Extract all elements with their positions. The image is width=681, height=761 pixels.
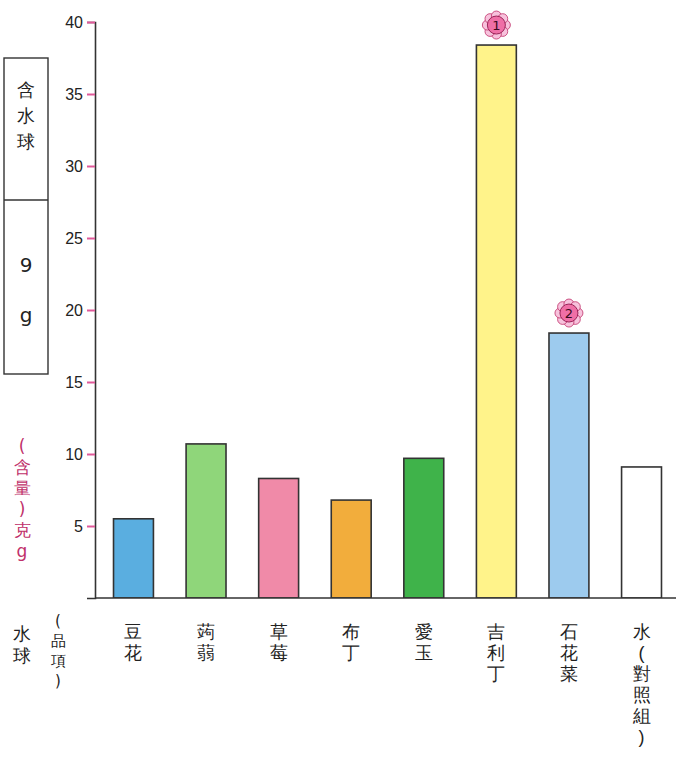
y-tick-label: 15	[65, 374, 83, 391]
chart: 5 10 15 20 25 30 35 40 豆花 蒟蒻 草莓 布丁 愛玉 吉利丁 石花菜 水(對照組) (含量…	[0, 0, 681, 761]
x-tick-label: 吉利丁	[487, 622, 505, 684]
x-tick: 石花菜	[560, 598, 578, 684]
y-tick: 35	[65, 86, 95, 103]
bar	[259, 478, 299, 598]
y-tick-label: 20	[65, 302, 83, 319]
y-tick-mark	[87, 94, 95, 96]
badge: 2	[555, 299, 583, 327]
y-tick: 40	[65, 14, 95, 31]
y-tick-mark	[87, 22, 95, 24]
y-tick-label: 40	[65, 14, 83, 31]
bar	[622, 467, 662, 598]
y-tick-mark	[87, 382, 95, 384]
bars	[114, 45, 662, 598]
note-divider	[4, 199, 48, 200]
x-tick-label: 蒟蒻	[197, 622, 215, 663]
x-tick-label: 石花菜	[560, 622, 578, 684]
x-tick: 布丁	[342, 598, 360, 663]
y-tick-mark	[87, 166, 95, 168]
x-tick-label: 布丁	[342, 622, 360, 663]
y-tick-mark	[87, 526, 95, 528]
x-tick: 吉利丁	[487, 598, 505, 684]
x-axis-title: 水球	[13, 623, 31, 666]
badge-center	[487, 16, 505, 34]
y-tick: 10	[65, 446, 95, 463]
x-tick-label: 水(對照組)	[632, 622, 651, 747]
y-tick: 25	[65, 230, 95, 247]
x-tick-label: 草莓	[270, 622, 288, 663]
note-text: 含水球	[17, 79, 35, 152]
bar	[476, 45, 516, 598]
badges: 12	[482, 11, 583, 327]
y-axis: 5 10 15 20 25 30 35 40	[65, 14, 95, 599]
y-tick-label: 35	[65, 86, 83, 103]
y-tick-label: 25	[65, 230, 83, 247]
note-text: 9g	[20, 253, 33, 327]
y-tick-mark	[87, 454, 95, 456]
x-tick: 蒟蒻	[197, 598, 215, 663]
y-tick: 30	[65, 158, 95, 175]
y-axis-title: (含量)克g	[14, 436, 31, 561]
y-tick-label: 10	[65, 446, 83, 463]
bar	[114, 519, 154, 598]
bar	[331, 500, 371, 598]
x-tick: 水(對照組)	[632, 598, 651, 747]
y-tick: 15	[65, 374, 95, 391]
x-tick: 草莓	[270, 598, 288, 663]
y-tick-label: 5	[74, 518, 83, 535]
bar	[186, 444, 226, 598]
x-axis-title: (品項)	[50, 612, 66, 690]
y-tick-label: 30	[65, 158, 83, 175]
x-axis: 豆花 蒟蒻 草莓 布丁 愛玉 吉利丁 石花菜 水(對照組)	[95, 598, 676, 747]
bar	[404, 458, 444, 598]
y-tick-mark	[87, 310, 95, 312]
bar	[549, 333, 589, 598]
badge-label: 1	[492, 18, 500, 33]
note-box	[4, 58, 48, 374]
y-tick-mark	[87, 238, 95, 240]
x-axis-line	[95, 597, 676, 599]
x-tick-label: 愛玉	[415, 622, 433, 663]
y-axis-line	[87, 23, 96, 599]
x-tick: 豆花	[124, 598, 142, 663]
badge: 1	[482, 11, 510, 39]
badge-center	[560, 304, 578, 322]
badge-label: 2	[565, 306, 573, 321]
y-tick: 5	[74, 518, 95, 535]
x-tick: 愛玉	[415, 598, 433, 663]
y-tick: 20	[65, 302, 95, 319]
x-tick-label: 豆花	[124, 622, 142, 663]
